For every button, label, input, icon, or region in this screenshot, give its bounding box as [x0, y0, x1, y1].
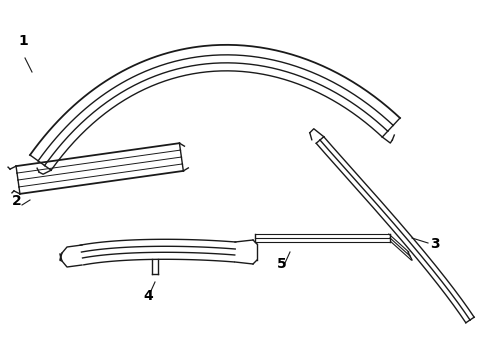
Text: 1: 1 — [18, 34, 28, 48]
Text: 2: 2 — [12, 194, 22, 208]
Text: 4: 4 — [143, 289, 153, 303]
Text: 5: 5 — [277, 257, 287, 271]
Text: 3: 3 — [430, 237, 440, 251]
